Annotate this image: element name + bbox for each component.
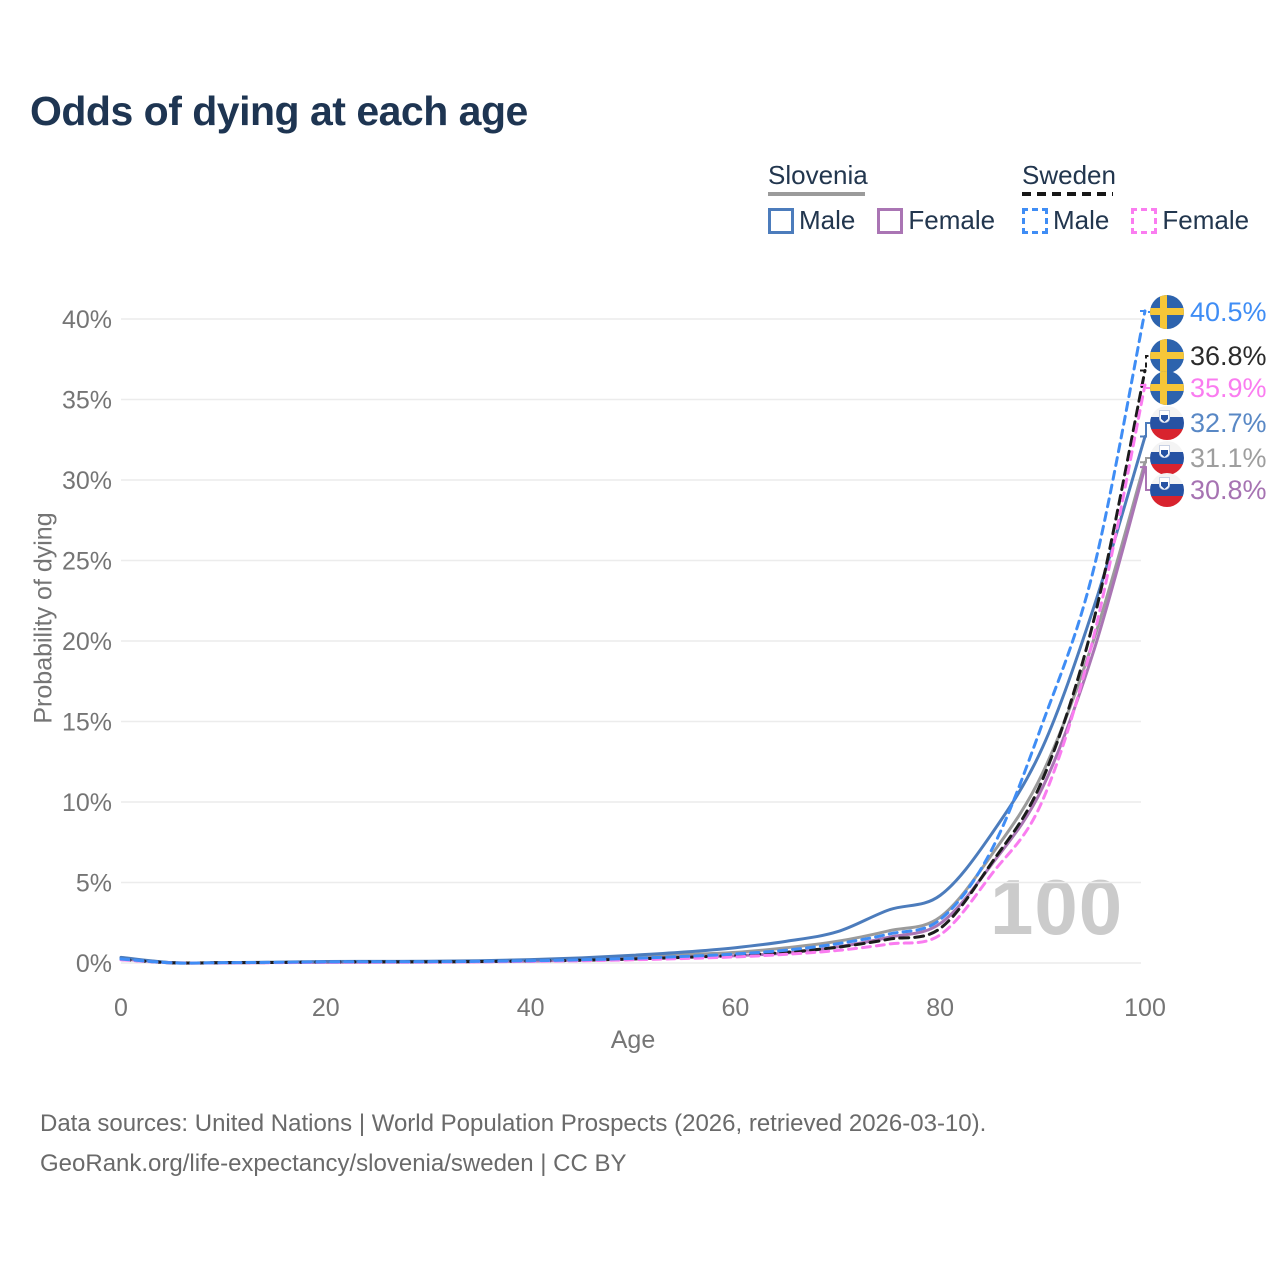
- label-connector-sweden-female: [1140, 384, 1150, 389]
- x-tick-label: 0: [114, 994, 128, 1022]
- slovenia-male-swatch-icon: [768, 207, 794, 234]
- end-label-slovenia-female: 30.8%: [1150, 473, 1267, 507]
- legend-item-sweden-male[interactable]: Male: [1022, 205, 1109, 236]
- legend-country-sweden: Sweden: [1022, 160, 1116, 190]
- slovenia-female-swatch-icon: [877, 207, 904, 234]
- data-source-footer: Data sources: United Nations | World Pop…: [40, 1104, 986, 1184]
- series-line-slovenia-female: [119, 465, 1147, 965]
- y-tick-label: 5%: [76, 870, 112, 898]
- slovenia-crest-icon: [1159, 445, 1170, 458]
- y-tick-label: 35%: [62, 387, 112, 415]
- end-label-slovenia-male: 32.7%: [1150, 406, 1267, 440]
- age-frame-watermark: 100: [990, 863, 1124, 951]
- x-tick-label: 40: [517, 994, 545, 1022]
- chart-canvas[interactable]: 0% 5% 10% 15% 20% 25% 30% 35% 40% 0 20 40 60 80 100: [0, 0, 1280, 1080]
- label-connector-sweden-male: [1140, 309, 1150, 313]
- sweden-flag-icon: [1150, 339, 1184, 373]
- sweden-flag-icon: [1150, 295, 1184, 329]
- footer-line-2: GeoRank.org/life-expectancy/slovenia/swe…: [40, 1150, 627, 1177]
- y-axis-title: Probability of dying: [29, 512, 58, 724]
- label-connector-slovenia-male: [1140, 422, 1150, 438]
- slovenia-line-sample: [768, 192, 865, 196]
- series-line-slovenia-male: [119, 435, 1147, 965]
- y-tick-label: 30%: [62, 467, 112, 495]
- y-tick-label: 0%: [76, 950, 112, 978]
- page-title: Odds of dying at each age: [30, 88, 528, 134]
- slovenia-flag-icon: [1150, 473, 1184, 507]
- slovenia-crest-icon: [1159, 410, 1170, 423]
- y-tick-label: 25%: [62, 548, 112, 576]
- legend-item-slovenia-female[interactable]: Female: [877, 205, 995, 236]
- label-connector-slovenia-female: [1140, 466, 1150, 491]
- series-line-sweden-male: [119, 309, 1147, 965]
- end-label-sweden-female: 35.9%: [1150, 371, 1267, 405]
- end-label-slovenia-both: 31.1%: [1150, 441, 1267, 475]
- series-line-slovenia-both: [119, 460, 1147, 965]
- x-tick-label: 80: [926, 994, 954, 1022]
- sweden-flag-icon: [1150, 371, 1184, 405]
- label-connector-sweden-both: [1140, 355, 1150, 372]
- y-tick-label: 20%: [62, 628, 112, 656]
- legend-group-slovenia: Slovenia Male Female: [768, 161, 1017, 236]
- slovenia-flag-icon: [1150, 441, 1184, 475]
- sweden-male-swatch-icon: [1022, 207, 1048, 234]
- y-tick-label: 15%: [62, 709, 112, 737]
- y-tick-label: 10%: [62, 789, 112, 817]
- legend-country-slovenia: Slovenia: [768, 160, 868, 190]
- sweden-female-swatch-icon: [1131, 207, 1158, 234]
- end-label-sweden-male: 40.5%: [1150, 295, 1267, 329]
- slovenia-crest-icon: [1159, 477, 1170, 490]
- x-tick-label: 60: [721, 994, 749, 1022]
- footer-line-1: Data sources: United Nations | World Pop…: [40, 1110, 987, 1137]
- x-tick-label: 100: [1124, 994, 1166, 1022]
- label-connector-slovenia-both: [1140, 457, 1150, 464]
- series-line-sweden-female: [119, 383, 1147, 965]
- x-tick-label: 20: [312, 994, 340, 1022]
- legend-item-sweden-female[interactable]: Female: [1131, 205, 1249, 236]
- legend-group-sweden: Sweden Male Female: [1022, 161, 1271, 236]
- y-tick-label: 40%: [62, 306, 112, 334]
- end-label-sweden-both: 36.8%: [1150, 339, 1267, 373]
- x-axis-title: Age: [610, 1026, 656, 1054]
- slovenia-flag-icon: [1150, 406, 1184, 440]
- legend-item-slovenia-male[interactable]: Male: [768, 205, 855, 236]
- sweden-line-sample: [1022, 192, 1113, 196]
